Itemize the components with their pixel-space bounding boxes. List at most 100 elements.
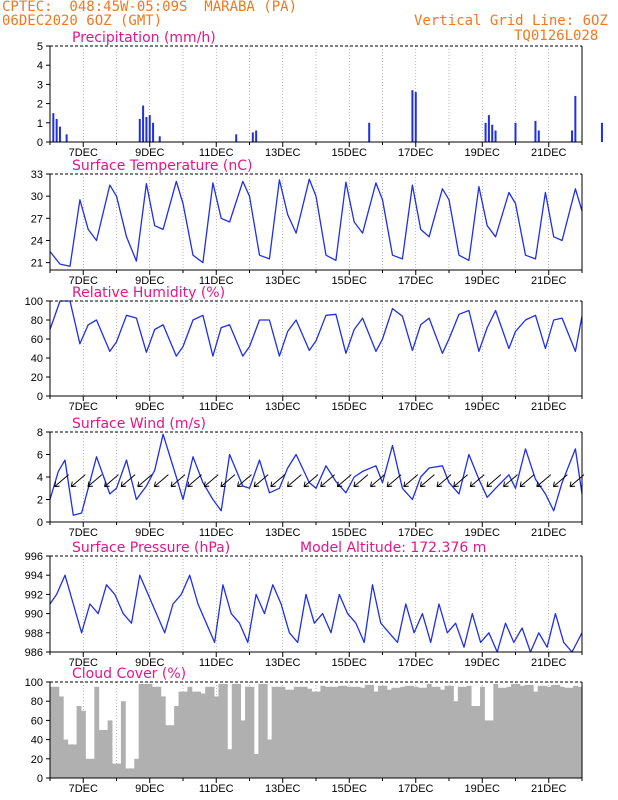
cloud-bar — [524, 684, 530, 778]
panel-title: Surface Pressure (hPa) — [72, 540, 230, 556]
wind-arrowhead — [70, 481, 77, 488]
cloud-bar — [81, 710, 86, 778]
precip-bar — [494, 130, 497, 142]
wind-barb — [154, 474, 169, 487]
cloud-bar — [559, 686, 565, 778]
cloud-bar — [533, 691, 539, 778]
cloud-bar — [488, 720, 494, 778]
cloud-bar — [555, 684, 561, 778]
cloud-bar — [329, 686, 335, 778]
wind-barb — [303, 474, 319, 487]
wind-arrowhead — [237, 481, 243, 488]
wind-arrowhead — [87, 481, 93, 488]
cloud-bar — [542, 685, 547, 778]
x-tick-label: 15DEC — [332, 657, 368, 669]
precip-bar — [534, 120, 537, 142]
wind-arrowhead — [104, 481, 110, 488]
y-tick-label: 60 — [31, 715, 43, 727]
y-tick-label: 986 — [25, 647, 43, 659]
precip-bar — [255, 130, 258, 142]
wind-barb — [436, 474, 452, 487]
cloud-bar — [63, 739, 69, 778]
cloud-bar — [391, 687, 397, 778]
y-tick-label: 80 — [31, 315, 43, 327]
cloud-bar — [435, 686, 441, 778]
y-tick-label: 996 — [25, 551, 43, 563]
y-tick-label: 0 — [37, 773, 43, 785]
cloud-bar — [302, 686, 308, 778]
wind-arrowhead — [419, 481, 426, 488]
y-tick-label: 994 — [25, 570, 43, 582]
cloud-bar — [245, 686, 250, 778]
precip-bar — [148, 115, 151, 142]
y-tick-label: 2 — [37, 495, 43, 507]
wind-arrowhead — [137, 481, 143, 488]
x-tick-label: 7DEC — [69, 275, 98, 287]
y-tick-label: 4 — [37, 472, 43, 484]
x-tick-label: 11DEC — [199, 657, 234, 669]
cloud-bar — [453, 701, 459, 778]
cloud-bar — [373, 691, 379, 778]
cloud-bar — [200, 693, 206, 778]
wind-barb — [203, 474, 219, 487]
cloud-bar — [484, 720, 490, 778]
x-tick-label: 17DEC — [398, 527, 434, 539]
cloud-bar — [67, 744, 73, 778]
wind-arrowhead — [552, 481, 559, 488]
precip-bar — [65, 134, 68, 142]
cloud-bar — [160, 696, 166, 778]
x-tick-label: 7DEC — [69, 783, 98, 795]
x-tick-label: 19DEC — [465, 147, 501, 159]
wind-barb — [536, 474, 552, 487]
cloud-bar — [333, 686, 339, 778]
cloud-bar — [227, 749, 233, 778]
x-tick-label: 13DEC — [265, 147, 301, 159]
cloud-bar — [183, 691, 188, 778]
cloud-bar — [191, 691, 197, 778]
wind-barb — [120, 474, 136, 487]
wind-arrowhead — [403, 481, 409, 488]
x-tick-label: 21DEC — [531, 147, 567, 159]
cloud-bar — [262, 683, 268, 778]
panel-title: Surface Wind (m/s) — [72, 416, 206, 432]
wind-arrowhead — [386, 481, 393, 488]
precip-bar — [55, 118, 58, 142]
y-tick-label: 80 — [31, 696, 43, 708]
precip-bar — [235, 134, 238, 142]
wind-barb — [104, 474, 119, 487]
cloud-bar — [466, 685, 472, 778]
cloud-bar — [413, 686, 419, 778]
wind-arrowhead — [436, 481, 443, 488]
cloud-bar — [311, 691, 317, 778]
cloud-bar — [355, 686, 361, 778]
wind-arrowhead — [569, 481, 576, 488]
wind-arrowhead — [320, 481, 326, 488]
cloud-bar — [449, 685, 454, 778]
cloud-bar — [417, 687, 423, 778]
cloud-bar — [156, 686, 162, 778]
y-tick-label: 60 — [31, 334, 43, 346]
x-tick-label: 11DEC — [199, 275, 234, 287]
x-tick-label: 13DEC — [265, 527, 301, 539]
cloud-bar — [134, 758, 140, 778]
cloud-bar — [143, 683, 148, 778]
y-tick-label: 40 — [31, 735, 43, 747]
series-line — [49, 178, 583, 267]
x-tick-label: 9DEC — [135, 783, 164, 795]
cloud-bar — [267, 739, 273, 778]
cloud-bar — [342, 685, 348, 778]
wind-arrowhead — [286, 481, 293, 488]
cloud-bar — [178, 691, 184, 778]
y-tick-label: 24 — [31, 235, 43, 247]
cloud-bar — [289, 689, 295, 778]
wind-barb — [220, 474, 236, 487]
y-tick-label: 8 — [37, 427, 43, 439]
wind-barb — [469, 474, 485, 487]
wind-barb — [70, 474, 86, 487]
precip-bar — [251, 132, 254, 142]
y-tick-label: 0 — [37, 391, 43, 403]
cloud-bar — [112, 763, 117, 778]
precip-bar — [414, 92, 417, 142]
y-tick-label: 992 — [25, 589, 43, 601]
cloud-bar — [253, 754, 259, 778]
